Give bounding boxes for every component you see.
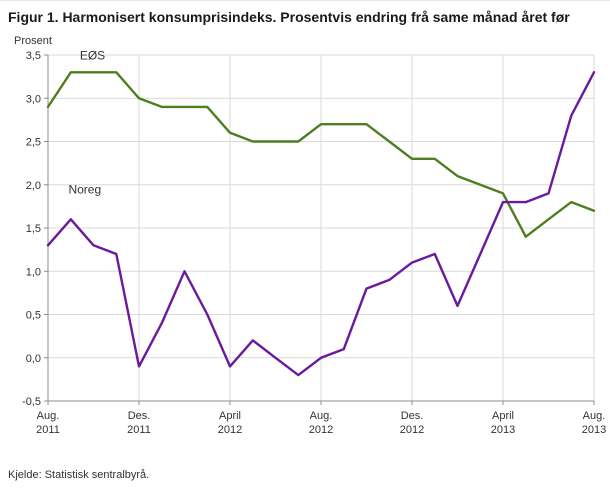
x-axis-tick-label: 2011 <box>127 424 151 436</box>
y-axis-tick-label: 1,5 <box>26 223 41 235</box>
y-axis-tick-label: 3,5 <box>26 50 41 62</box>
y-axis-tick-label: 2,5 <box>26 136 41 148</box>
x-axis-tick-label: Aug. <box>583 410 606 422</box>
series-line-noreg <box>46 70 596 377</box>
x-axis-tick-label: 2013 <box>582 424 606 436</box>
x-axis-tick-label: Aug. <box>310 410 333 422</box>
x-axis-tick-label: April <box>492 410 514 422</box>
y-axis-tick-label: 2,0 <box>26 180 41 192</box>
x-axis-tick-label: 2012 <box>309 424 333 436</box>
series-label-noreg: Noreg <box>68 182 101 196</box>
x-axis-tick-label: 2013 <box>491 424 515 436</box>
y-axis-tick-label: -0,5 <box>22 396 41 408</box>
x-axis-tick-label: 2012 <box>400 424 424 436</box>
y-axis-tick-label: 0,0 <box>26 353 41 365</box>
x-axis-tick-label: Aug. <box>37 410 60 422</box>
x-axis-tick-label: 2011 <box>36 424 60 436</box>
line-chart: 3,5 3,0 2,5 2,0 1,5 1,0 0,5 0,0 -0,5 Aug. 2011 Des.… <box>22 49 606 436</box>
y-axis-tick-label: 1,0 <box>26 266 41 278</box>
source-citation: Kjelde: Statistisk sentralbyrå. <box>8 469 150 481</box>
x-axis-tick-label: Des. <box>401 410 424 422</box>
series-line-es <box>46 70 596 238</box>
x-axis-tick-label: 2012 <box>218 424 242 436</box>
y-axis-unit-label: Prosent <box>14 34 52 47</box>
series-label-es: EØS <box>80 49 105 62</box>
x-axis-tick-label: April <box>219 410 241 422</box>
y-axis-tick-label: 3,0 <box>26 93 41 105</box>
x-axis-tick-label: Des. <box>128 410 151 422</box>
y-axis-tick-label: 0,5 <box>26 309 41 321</box>
chart-title: Figur 1. Harmonisert konsumprisindeks. P… <box>8 9 570 25</box>
